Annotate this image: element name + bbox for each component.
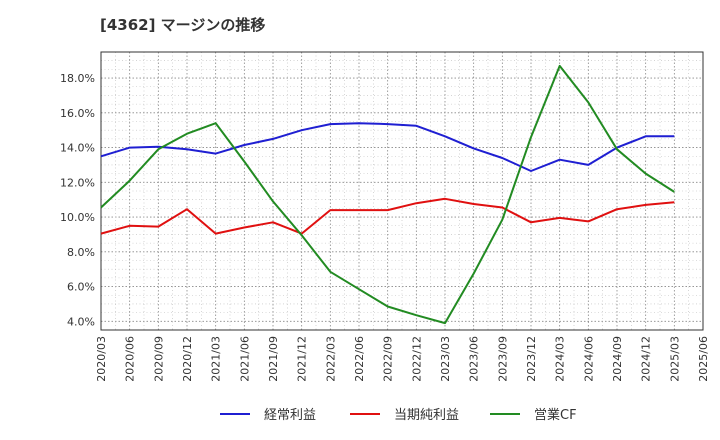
plot-frame: [100, 51, 704, 331]
x-tick-label: 2023/06: [468, 336, 481, 382]
x-tick-label: 2020/03: [95, 336, 108, 382]
series-line-2: [100, 64, 675, 325]
chart-title: [4362] マージンの推移: [100, 16, 266, 34]
legend-label: 営業CF: [534, 407, 577, 423]
x-tick-label: 2023/09: [496, 336, 509, 382]
x-tick-label: 2020/06: [124, 336, 137, 382]
legend-item-2: 営業CF: [490, 407, 577, 423]
x-tick-label: 2022/09: [382, 336, 395, 382]
x-tick-label: 2022/12: [410, 336, 423, 382]
x-tick-label: 2022/06: [353, 336, 366, 382]
y-tick-label: 4.0%: [67, 315, 95, 328]
legend-item-0: 経常利益: [220, 408, 316, 423]
x-tick-label: 2025/03: [668, 336, 681, 382]
x-tick-label: 2022/03: [324, 336, 337, 382]
series-line-1: [100, 197, 675, 235]
y-tick-label: 6.0%: [67, 281, 95, 294]
legend-layer: 経常利益 当期純利益 営業CF: [220, 407, 577, 423]
x-tick-label: 2020/09: [152, 336, 165, 382]
series-line-0: [100, 122, 675, 172]
x-tick-label: 2023/03: [439, 336, 452, 382]
x-tick-label: 2024/03: [554, 336, 567, 382]
y-tick-label: 14.0%: [60, 142, 95, 155]
legend-label: 経常利益: [264, 408, 316, 423]
y-tick-label: 12.0%: [60, 176, 95, 189]
x-tick-label: 2021/03: [210, 336, 223, 382]
series-layer: [100, 64, 675, 325]
x-tick-label: 2024/12: [640, 336, 653, 382]
x-tick-label: 2023/12: [525, 336, 538, 382]
y-tick-label: 18.0%: [60, 72, 95, 85]
x-tick-label: 2024/06: [582, 336, 595, 382]
x-tick-label: 2021/12: [296, 336, 309, 382]
legend-label: 当期純利益: [394, 408, 459, 423]
axis-layer: 4.0% 6.0% 8.0% 10.0% 12.0% 14.0% 16.0% 18.0% 202…: [60, 72, 710, 382]
y-tick-label: 16.0%: [60, 107, 95, 120]
y-tick-label: 8.0%: [67, 246, 95, 259]
x-tick-label: 2021/09: [267, 336, 280, 382]
grid-layer: [100, 51, 704, 331]
x-tick-label: 2021/06: [238, 336, 251, 382]
y-tick-label: 10.0%: [60, 211, 95, 224]
x-tick-label: 2020/12: [181, 336, 194, 382]
x-tick-label: 2024/09: [611, 336, 624, 382]
x-tick-label: 2025/06: [697, 336, 710, 382]
legend-item-1: 当期純利益: [350, 408, 459, 423]
